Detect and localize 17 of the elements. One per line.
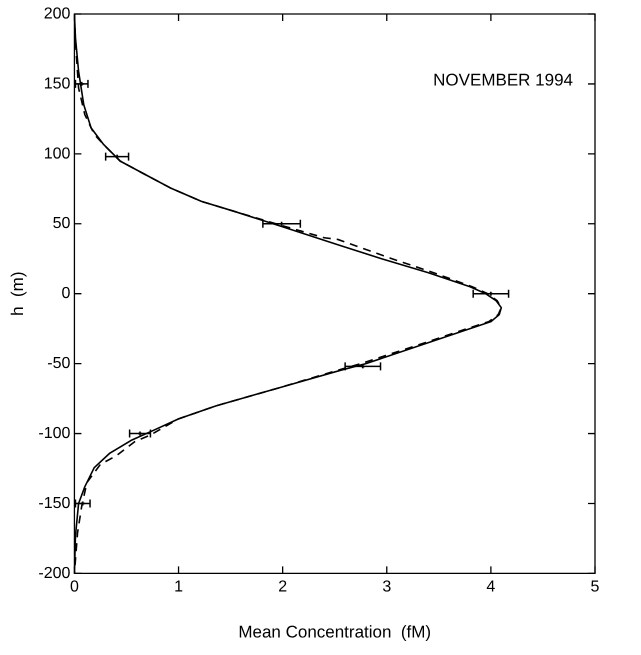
x-tick-label: 3 [382, 578, 392, 596]
x-tick-label: 4 [486, 578, 496, 596]
x-tick-label: 1 [174, 578, 184, 596]
annotation: NOVEMBER 1994 [433, 70, 573, 90]
y-tick-label: 50 [52, 215, 71, 232]
y-tick-label: -50 [47, 355, 71, 372]
y-tick-label: -100 [38, 424, 71, 442]
y-tick-label: 100 [44, 145, 71, 162]
x-tick-label: 5 [590, 578, 600, 596]
y-tick-label: 200 [44, 5, 71, 22]
x-tick-label: 2 [278, 578, 288, 596]
y-axis-title: h (m) [8, 272, 27, 316]
y-tick-label: -150 [38, 494, 71, 512]
y-tick-label: 150 [44, 75, 71, 92]
x-axis-title: Mean Concentration (fM) [238, 622, 432, 642]
y-tick-label: -200 [38, 564, 71, 582]
y-tick-label: 0 [62, 285, 71, 302]
